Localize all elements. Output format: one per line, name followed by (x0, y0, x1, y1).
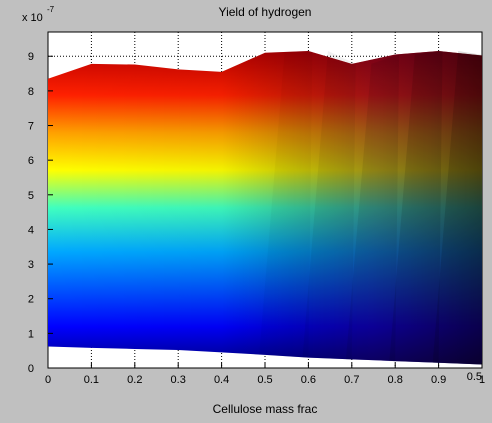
x-tick-label: 0.6 (301, 374, 316, 386)
y-tick-label: 0 (28, 363, 34, 375)
y-tick-label: 9 (28, 51, 34, 63)
x-axis-label: Cellulose mass frac (213, 402, 318, 416)
x-tick-label: 1 (479, 374, 485, 386)
surface-facet (432, 51, 482, 365)
x-tick-label: 0.9 (431, 374, 446, 386)
x-tick-label: 0.3 (171, 374, 186, 386)
y-tick-label: 4 (28, 224, 34, 236)
x-axis: 0 0.1 0.2 0.3 0.4 0.5 0.6 0.7 0.8 0.9 10.5 (45, 363, 485, 386)
x-tick-label: 0.1 (84, 374, 99, 386)
surface (48, 51, 482, 365)
y-tick-label: 3 (28, 259, 34, 271)
y-tick-label: 2 (28, 294, 34, 306)
surface-facet (302, 51, 356, 360)
y-tick-label: 5 (28, 190, 34, 202)
surface-shading (48, 51, 482, 365)
y-tick-label: 1 (28, 328, 34, 340)
y-tick-label: 6 (28, 155, 34, 167)
exponent-label: x 10 (22, 12, 43, 24)
exponent-power: -7 (47, 5, 55, 14)
x-tick-label: 0.5 (257, 374, 272, 386)
x-tick-label: 0 (45, 374, 51, 386)
x-tick-label: 0.7 (344, 374, 359, 386)
x-tick-label: 0.8 (388, 374, 403, 386)
surface-facet (345, 54, 400, 362)
chart-title: Yield of hydrogen (219, 5, 312, 19)
y-axis: 0 1 2 3 4 5 6 7 8 9 (28, 51, 53, 375)
x-tick-label-extra: 0.5 (467, 371, 482, 383)
surface-facet (389, 51, 443, 363)
x-tick-label: 0.2 (127, 374, 142, 386)
x-tick-label: 0.4 (214, 374, 229, 386)
y-tick-label: 7 (28, 121, 34, 133)
y-tick-label: 8 (28, 86, 34, 98)
